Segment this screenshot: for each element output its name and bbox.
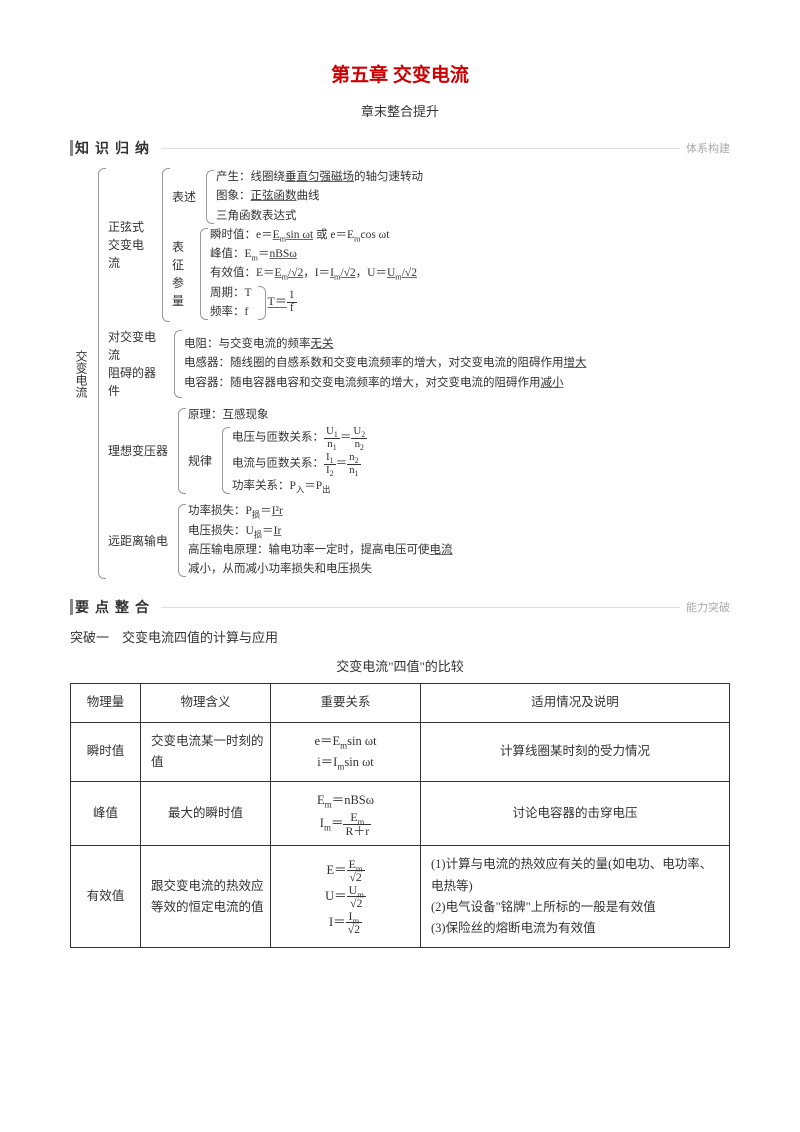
sub-parameters: 表征参量 瞬时值：e＝Emsin ωt 或 e＝Emcos ωt 峰值：Em＝n…	[168, 226, 423, 322]
cell: e＝Emsin ωt i＝Imsin ωt	[271, 722, 421, 782]
table-row: 有效值 跟交变电流的热效应等效的恒定电流的值 E＝Em√2 U＝Um√2 I＝I…	[71, 846, 730, 948]
leaf: 原理：互感现象	[184, 406, 367, 425]
table-header: 物理含义	[141, 684, 271, 722]
section-right-label: 体系构建	[686, 140, 730, 156]
sub-description: 表述 产生：线圈绕垂直匀强磁场的轴匀速转动 图象：正弦函数曲线 三角函数表达式	[168, 168, 423, 226]
branch-transformer: 理想变压器 原理：互感现象 规律 电压与匝数关系：U1n1＝U2n2 电流与匝数…	[104, 406, 587, 496]
leaf: 周期：T	[206, 284, 252, 303]
section-label: 知识归纳	[75, 138, 155, 158]
leaf: 有效值：E＝Em/√2，I＝Im/√2，U＝Um/√2	[206, 264, 417, 283]
cell: Em＝nBSω Im＝EmR＋r	[271, 782, 421, 846]
leaf: 电压损失：U损＝Ir	[184, 522, 453, 541]
table-title: 交变电流"四值"的比较	[70, 656, 730, 675]
four-values-table: 物理量 物理含义 重要关系 适用情况及说明 瞬时值 交变电流某一时刻的值 e＝E…	[70, 683, 730, 948]
sub-laws: 规律 电压与匝数关系：U1n1＝U2n2 电流与匝数关系：I1I2＝n2n1 功…	[184, 425, 367, 496]
leaf: 功率损失：P损＝I²r	[184, 502, 453, 521]
leaf: 瞬时值：e＝Emsin ωt 或 e＝Emcos ωt	[206, 226, 417, 245]
section-right-label: 能力突破	[686, 599, 730, 615]
table-header-row: 物理量 物理含义 重要关系 适用情况及说明	[71, 684, 730, 722]
branch-impedance: 对交变电流阻碍的器件 电阻：与交变电流的频率无关 电感器：随线圈的自感系数和交变…	[104, 328, 587, 400]
chapter-subtitle: 章末整合提升	[70, 101, 730, 120]
section-label: 要点整合	[75, 597, 155, 617]
leaf: 减小，从而减小功率损失和电压损失	[184, 560, 453, 579]
outline-root: 交变电流	[70, 168, 92, 579]
sub-label: 表述	[168, 168, 200, 226]
chapter-title: 第五章 交变电流	[70, 60, 730, 87]
branch-label: 远距离输电	[104, 502, 172, 579]
leaf: 电容器：随电容器电容和交变电流频率的增大，对交变电流的阻碍作用减小	[180, 374, 587, 393]
cell: 计算线圈某时刻的受力情况	[421, 722, 730, 782]
sub-label: 规律	[184, 425, 216, 496]
section-header-points: 要点整合 能力突破	[70, 597, 730, 617]
cell: 峰值	[71, 782, 141, 846]
section-line	[161, 607, 680, 608]
section-line	[161, 148, 680, 149]
leaf: 电流与匝数关系：I1I2＝n2n1	[228, 451, 367, 477]
leaf: 功率关系：P入＝P出	[228, 477, 367, 496]
cell: 讨论电容器的击穿电压	[421, 782, 730, 846]
cell: 跟交变电流的热效应等效的恒定电流的值	[141, 846, 271, 948]
cell: 瞬时值	[71, 722, 141, 782]
leaf: 峰值：Em＝nBSω	[206, 245, 417, 264]
leaf: 图象：正弦函数曲线	[212, 187, 423, 206]
branch-transmission: 远距离输电 功率损失：P损＝I²r 电压损失：U损＝Ir 高压输电原理：输电功率…	[104, 502, 587, 579]
leaf: 电压与匝数关系：U1n1＝U2n2	[228, 425, 367, 451]
section-bar	[70, 140, 73, 156]
cell: E＝Em√2 U＝Um√2 I＝Im√2	[271, 846, 421, 948]
table-row: 峰值 最大的瞬时值 Em＝nBSω Im＝EmR＋r 讨论电容器的击穿电压	[71, 782, 730, 846]
leaf: 电阻：与交变电流的频率无关	[180, 335, 587, 354]
section-header-knowledge: 知识归纳 体系构建	[70, 138, 730, 158]
table-header: 重要关系	[271, 684, 421, 722]
cell: 最大的瞬时值	[141, 782, 271, 846]
sub-label: 表征参量	[168, 226, 194, 322]
branch-sinusoidal: 正弦式交变电流 表述 产生：线圈绕垂直匀强磁场的轴匀速转动 图象：正弦函数曲线 …	[104, 168, 587, 322]
table-header: 物理量	[71, 684, 141, 722]
table-header: 适用情况及说明	[421, 684, 730, 722]
cell: (1)计算与电流的热效应有关的量(如电功、电功率、电热等) (2)电气设备"铭牌…	[421, 846, 730, 948]
leaf: 频率：f	[206, 303, 252, 322]
leaf: 电感器：随线圈的自感系数和交变电流频率的增大，对交变电流的阻碍作用增大	[180, 354, 587, 373]
leaf: 三角函数表达式	[212, 207, 423, 226]
leaf: 产生：线圈绕垂直匀强磁场的轴匀速转动	[212, 168, 423, 187]
cell: 有效值	[71, 846, 141, 948]
cell: 交变电流某一时刻的值	[141, 722, 271, 782]
leaf: 高压输电原理：输电功率一定时，提高电压可使电流	[184, 541, 453, 560]
branch-label: 理想变压器	[104, 406, 172, 496]
branch-label: 对交变电流阻碍的器件	[104, 328, 168, 400]
branch-label: 正弦式交变电流	[104, 168, 156, 322]
section-bar	[70, 599, 73, 615]
leaf: T＝1f	[264, 284, 301, 323]
breakthrough-heading: 突破一 交变电流四值的计算与应用	[70, 627, 730, 646]
knowledge-outline: 交变电流 正弦式交变电流 表述 产生：线圈绕垂直匀强磁场的轴匀速转动 图象：正弦…	[70, 168, 730, 579]
table-row: 瞬时值 交变电流某一时刻的值 e＝Emsin ωt i＝Imsin ωt 计算线…	[71, 722, 730, 782]
